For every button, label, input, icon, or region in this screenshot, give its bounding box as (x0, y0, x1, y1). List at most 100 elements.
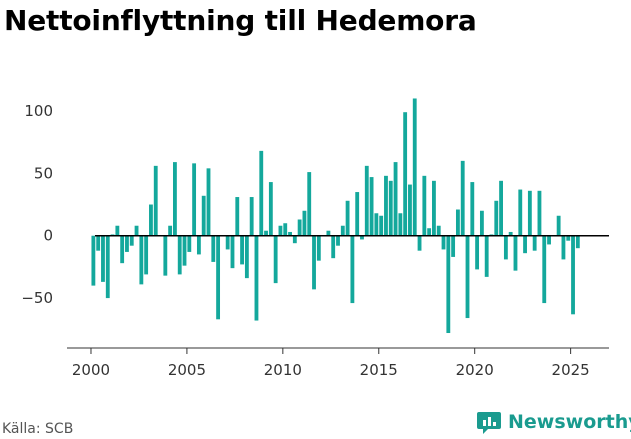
bar (336, 235, 340, 246)
bar (211, 235, 216, 262)
bar (432, 180, 436, 236)
x-tick-label: 2015 (360, 361, 398, 379)
bar (273, 235, 278, 284)
bar (196, 235, 201, 255)
bar (230, 235, 235, 269)
bar (403, 112, 408, 236)
bar (288, 231, 292, 236)
x-axis-ticks: 2000 2005 2010 2015 2020 2025 (72, 348, 590, 379)
newsworthy-chart-logo-icon (477, 412, 501, 434)
y-tick-label: 50 (34, 164, 53, 182)
x-tick-label: 2000 (72, 361, 110, 379)
bar (446, 235, 451, 334)
y-axis-ticks: −50 0 50 100 (21, 102, 53, 307)
bar (369, 177, 374, 236)
bar (384, 175, 388, 236)
bar (417, 235, 422, 251)
bar (254, 235, 259, 321)
bar (259, 150, 264, 236)
bar (307, 172, 312, 236)
y-tick-label: −50 (21, 289, 53, 307)
bar (316, 235, 321, 261)
bar (393, 162, 398, 236)
bar (364, 165, 369, 236)
bar (340, 225, 345, 236)
bar (268, 182, 273, 236)
bar (283, 223, 288, 236)
bar (144, 235, 149, 275)
bar (201, 195, 206, 236)
bar (542, 235, 547, 304)
bar (115, 225, 120, 236)
bar (297, 219, 302, 236)
bar (149, 204, 153, 236)
bar (187, 235, 192, 252)
bar (264, 230, 268, 236)
bar (302, 210, 307, 236)
bar (240, 235, 244, 265)
bar (235, 197, 240, 236)
bar (105, 235, 110, 299)
bar (192, 163, 197, 236)
brand-name: Newsworthy (508, 411, 631, 433)
bars-group (91, 98, 580, 334)
y-tick-label: 100 (24, 102, 53, 120)
bar (518, 189, 523, 236)
bar (101, 235, 105, 282)
x-tick-label: 2025 (552, 361, 590, 379)
bar (177, 235, 182, 275)
bar (96, 235, 101, 251)
bar (422, 175, 427, 236)
bar (350, 235, 355, 304)
source-note: Källa: SCB (2, 421, 74, 437)
bar (451, 235, 456, 257)
bar (225, 235, 230, 250)
bar (355, 192, 360, 236)
bar (129, 235, 134, 246)
bar (470, 182, 475, 236)
bar (527, 190, 532, 236)
bar (412, 98, 417, 236)
bar (532, 235, 537, 251)
bar (120, 235, 125, 264)
bar (331, 235, 336, 259)
bar (379, 215, 384, 236)
bar (465, 235, 470, 319)
bar (556, 215, 561, 236)
bar (455, 209, 460, 236)
bar (547, 235, 551, 245)
bar (408, 184, 412, 236)
bar (499, 180, 503, 236)
bar (561, 235, 566, 260)
brand-logo: Newsworthy (476, 409, 631, 435)
bar (523, 235, 527, 254)
bar (571, 235, 575, 315)
bar (125, 235, 129, 252)
bar (388, 180, 393, 236)
y-tick-label: 0 (43, 227, 53, 245)
bar (494, 200, 499, 236)
bar (575, 235, 580, 249)
bar (244, 235, 249, 279)
bar (134, 225, 139, 236)
bar (460, 160, 465, 236)
bar (206, 168, 211, 236)
bar (360, 235, 364, 240)
bar (292, 235, 297, 244)
bar (398, 213, 403, 236)
bar (326, 230, 331, 236)
bar (278, 225, 283, 236)
bar (216, 235, 221, 320)
bar (513, 235, 518, 271)
bar (374, 213, 379, 236)
bar (312, 235, 316, 290)
bar (91, 235, 96, 286)
bar (436, 225, 441, 236)
bar (173, 162, 177, 236)
bar (484, 235, 489, 277)
bar (153, 165, 158, 236)
bar (427, 228, 432, 236)
bar (345, 200, 350, 236)
bar (537, 190, 542, 236)
